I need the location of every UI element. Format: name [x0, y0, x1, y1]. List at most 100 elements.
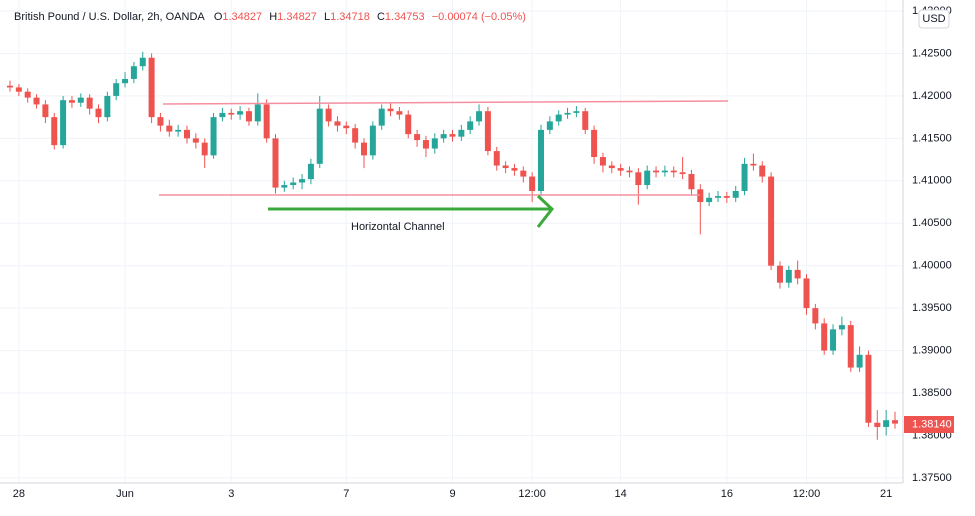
candle-body [369, 125, 376, 156]
legend-header: British Pound / U.S. Dollar, 2h, OANDA O… [14, 11, 530, 23]
candle-body [564, 112, 571, 115]
candle-body [378, 108, 385, 126]
candle-body [458, 129, 465, 137]
candle-body [776, 265, 783, 283]
candle-body [794, 269, 801, 279]
candle-body [573, 111, 580, 113]
candle-body [635, 172, 642, 186]
candle-body [290, 182, 297, 186]
candle-body [493, 151, 500, 166]
candle-body [785, 269, 792, 283]
x-tick-label: 14 [615, 488, 627, 500]
grid [0, 0, 903, 483]
last-price-label: 1.38140 [912, 418, 952, 430]
candle-body [582, 111, 589, 130]
candle-body [661, 170, 668, 173]
candle-body [555, 114, 562, 122]
candle-body [591, 129, 598, 158]
candle-body [122, 78, 129, 84]
ohlc-value: 1.34718 [330, 11, 370, 23]
candle-body [617, 168, 624, 171]
candle-body [405, 114, 412, 135]
candle-body [502, 165, 509, 169]
y-tick-label: 1.38500 [912, 387, 952, 399]
candle-body [237, 111, 244, 115]
candle-body [697, 189, 704, 203]
y-tick-label: 1.40000 [912, 260, 952, 272]
candle-body [511, 168, 518, 171]
candle-body [803, 278, 810, 309]
candle-body [467, 121, 474, 130]
candle-body [476, 111, 483, 122]
candle-body [245, 111, 252, 122]
candle-body [387, 108, 394, 112]
candle-body [316, 108, 323, 164]
candle-body [86, 97, 93, 109]
candle-body [838, 325, 845, 330]
candle-body [715, 196, 721, 198]
candle-body [706, 197, 713, 203]
y-tick-label: 1.42500 [912, 47, 952, 59]
x-tick-label: 9 [449, 488, 455, 500]
candle-body [670, 170, 677, 173]
candle-body [626, 170, 633, 173]
ohlc-value: 1.34827 [277, 11, 317, 23]
currency-box [918, 9, 950, 29]
x-tick-label: 28 [13, 488, 25, 500]
candle-body [325, 108, 332, 122]
y-tick-label: 1.39000 [912, 344, 952, 356]
candle-body [768, 176, 775, 266]
candle-body [644, 170, 651, 186]
candle-body [723, 196, 730, 198]
candle-body [538, 129, 544, 191]
candle-body [599, 157, 606, 166]
candle-body [856, 354, 863, 368]
symbol: British Pound / U.S. Dollar, 2h, OANDA [14, 11, 205, 23]
x-tick-label: 12:00 [518, 488, 546, 500]
candle-body [254, 104, 261, 122]
candle-body [148, 57, 155, 118]
ohlc-label: H [269, 11, 278, 23]
candle-body [228, 112, 235, 115]
y-tick-label: 1.41000 [912, 175, 952, 187]
y-tick-label: 1.37500 [912, 472, 952, 484]
ohlc-value: 1.34753 [384, 11, 425, 23]
candle-body [750, 163, 757, 166]
candle-body [361, 142, 367, 156]
candle-body [51, 117, 58, 146]
candle-body [104, 95, 111, 118]
candle-body [343, 125, 350, 129]
candle-body [184, 129, 190, 139]
candle-body [431, 138, 438, 149]
candle-body [42, 104, 49, 118]
x-tick-label: 7 [343, 488, 349, 500]
candle-body [892, 420, 898, 424]
candle-body [759, 165, 766, 177]
x-tick-label: 12:00 [793, 488, 821, 500]
time-axis: 28 Jun 3 7 9 12:00 14 16 12:00 21 [13, 488, 893, 500]
candle-body [741, 163, 748, 191]
candle-body [157, 117, 164, 126]
candle-body [95, 108, 102, 118]
candle-body [68, 100, 75, 103]
candle-body [440, 134, 447, 139]
annotation: Horizontal Channel [351, 221, 445, 233]
candle-body [352, 128, 359, 143]
candle-body [299, 179, 306, 183]
candle-body [15, 87, 22, 92]
y-tick-label: 1.40500 [912, 217, 952, 229]
x-tick-label: 21 [880, 488, 892, 500]
candle-body [422, 140, 429, 149]
last-price-box [904, 416, 954, 433]
ohlc-label: L [323, 11, 331, 23]
candle-body [334, 121, 341, 126]
candle-body [60, 100, 67, 146]
candle-body [175, 129, 182, 132]
ohlc-label: C [376, 11, 385, 23]
candle-body [883, 420, 890, 427]
x-tick-label: 16 [721, 488, 733, 500]
candle-body [865, 354, 872, 423]
candle-body [821, 323, 828, 351]
channel-upper-line [162, 100, 729, 105]
